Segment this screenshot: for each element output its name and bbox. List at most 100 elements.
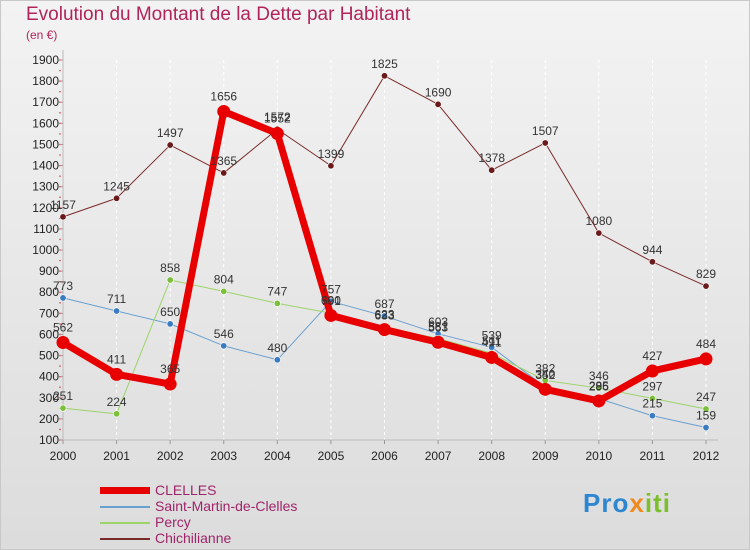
y-minor-tick-1200 xyxy=(59,206,61,209)
data-label-clelles-2001: 411 xyxy=(107,352,126,366)
point-chichilianne-2005 xyxy=(327,162,335,170)
data-label-saint-martin-de-clelles-2011: 215 xyxy=(642,397,662,411)
point-chichilianne-2006 xyxy=(380,72,388,80)
legend-item-chichilianne: Chichilianne xyxy=(100,530,360,547)
data-label-clelles-2003: 1656 xyxy=(210,90,237,104)
point-chichilianne-2012 xyxy=(702,282,710,290)
legend-item-saint-martin-de-clelles: Saint-Martin-de-Clelles xyxy=(100,498,360,515)
point-percy-2002 xyxy=(166,276,174,284)
data-label-clelles-2000: 562 xyxy=(53,320,73,334)
axis-layer: 1002003004005006007008009001000110012001… xyxy=(32,50,720,463)
point-chichilianne-2008 xyxy=(488,166,496,174)
y-tick-label-500: 500 xyxy=(39,349,59,363)
y-tick-label-200: 200 xyxy=(39,412,59,426)
data-label-saint-martin-de-clelles-2001: 711 xyxy=(107,292,126,306)
point-saint-martin-de-clelles-2003 xyxy=(220,342,228,350)
x-tick-label-2002: 2002 xyxy=(157,449,184,463)
data-label-percy-2004: 747 xyxy=(267,284,287,298)
data-label-saint-martin-de-clelles-2005: 757 xyxy=(321,282,341,296)
point-clelles-2009 xyxy=(538,382,552,396)
y-minor-tick-1700 xyxy=(59,101,61,104)
y-minor-tick-1850 xyxy=(59,69,61,72)
y-minor-tick-1350 xyxy=(59,175,61,177)
point-clelles-2005 xyxy=(324,308,338,322)
data-label-saint-martin-de-clelles-2004: 480 xyxy=(267,341,287,355)
y-minor-tick-1450 xyxy=(59,154,61,156)
point-clelles-2004 xyxy=(270,126,284,140)
data-label-saint-martin-de-clelles-2002: 650 xyxy=(160,305,180,319)
data-label-saint-martin-de-clelles-2003: 546 xyxy=(214,327,234,341)
y-tick-label-1400: 1400 xyxy=(32,159,59,173)
logo-part-1: Pro xyxy=(583,488,630,518)
series-layer xyxy=(56,72,713,432)
grid-layer xyxy=(116,60,707,440)
y-minor-tick-350 xyxy=(59,386,61,389)
data-label-chichilianne-2010: 1080 xyxy=(585,214,612,228)
logo-part-2: x xyxy=(629,488,645,518)
y-minor-tick-200 xyxy=(59,418,61,420)
legend-label-saint-martin-de-clelles: Saint-Martin-de-Clelles xyxy=(155,498,298,514)
y-tick-label-1500: 1500 xyxy=(32,137,59,151)
y-tick-label-700: 700 xyxy=(39,306,59,320)
point-clelles-2012 xyxy=(699,352,713,366)
point-chichilianne-2000 xyxy=(59,213,67,221)
data-label-chichilianne-2002: 1497 xyxy=(157,126,184,140)
y-minor-tick-1300 xyxy=(59,185,61,188)
data-label-percy-2003: 804 xyxy=(214,272,234,286)
data-label-saint-martin-de-clelles-2008: 539 xyxy=(482,328,502,342)
legend-label-clelles: CLELLES xyxy=(155,482,217,498)
y-minor-tick-750 xyxy=(59,301,61,304)
data-label-chichilianne-2007: 1690 xyxy=(425,85,452,99)
data-label-clelles-2004: 1552 xyxy=(264,111,291,125)
point-percy-2004 xyxy=(273,299,281,307)
x-tick-label-2009: 2009 xyxy=(532,449,559,463)
y-tick-label-100: 100 xyxy=(39,433,59,447)
data-label-saint-martin-de-clelles-2007: 603 xyxy=(428,315,448,329)
point-clelles-2007 xyxy=(431,335,445,349)
data-label-chichilianne-2006: 1825 xyxy=(371,57,398,71)
x-tick-label-2011: 2011 xyxy=(640,449,666,463)
data-label-saint-martin-de-clelles-2010: 296 xyxy=(589,380,609,394)
data-label-clelles-2010: 285 xyxy=(589,379,609,393)
y-minor-tick-100 xyxy=(59,439,61,441)
chart-subtitle: (en €) xyxy=(26,28,58,42)
data-label-percy-2008: 511 xyxy=(482,334,501,348)
data-label-percy-2002: 858 xyxy=(160,261,180,275)
data-label-percy-2012: 247 xyxy=(696,390,716,404)
y-minor-tick-500 xyxy=(59,354,61,357)
data-label-chichilianne-2003: 1365 xyxy=(210,154,237,168)
y-tick-label-600: 600 xyxy=(39,327,59,341)
data-label-saint-martin-de-clelles-2009: 352 xyxy=(535,368,555,382)
data-label-layer: 1157 1245 1497 1365 1572 1399 1825 1690 1378 1507… xyxy=(50,57,716,423)
y-minor-tick-1650 xyxy=(59,111,61,114)
x-tick-label-2004: 2004 xyxy=(264,449,291,463)
data-label-chichilianne-2008: 1378 xyxy=(478,151,505,165)
y-minor-tick-850 xyxy=(59,280,61,283)
data-label-chichilianne-2012: 829 xyxy=(696,267,716,281)
data-label-chichilianne-2011: 944 xyxy=(642,243,662,257)
y-minor-tick-1800 xyxy=(59,80,61,82)
legend-item-percy: Percy xyxy=(100,514,360,531)
data-label-clelles-2005: 690 xyxy=(321,293,341,307)
y-tick-label-1600: 1600 xyxy=(32,116,59,130)
series-line-clelles xyxy=(59,108,710,405)
data-label-percy-2005: 701 xyxy=(321,294,341,308)
y-minor-tick-1750 xyxy=(59,90,61,93)
data-label-saint-martin-de-clelles-2006: 687 xyxy=(374,297,394,311)
y-minor-tick-700 xyxy=(59,312,61,315)
y-minor-tick-1000 xyxy=(59,249,61,251)
point-clelles-2002 xyxy=(163,377,177,391)
point-saint-martin-de-clelles-2002 xyxy=(166,320,174,328)
point-percy-2000 xyxy=(59,404,67,412)
point-clelles-2010 xyxy=(592,394,606,408)
point-saint-martin-de-clelles-2012 xyxy=(702,424,710,432)
data-label-percy-2000: 251 xyxy=(53,389,73,403)
data-label-saint-martin-de-clelles-2012: 159 xyxy=(696,409,716,423)
y-tick-label-400: 400 xyxy=(39,370,59,384)
data-label-clelles-2009: 340 xyxy=(535,367,555,381)
x-tick-label-2007: 2007 xyxy=(425,449,452,463)
point-clelles-2006 xyxy=(378,323,391,337)
point-percy-2003 xyxy=(220,287,228,295)
x-tick-label-2008: 2008 xyxy=(478,449,505,463)
